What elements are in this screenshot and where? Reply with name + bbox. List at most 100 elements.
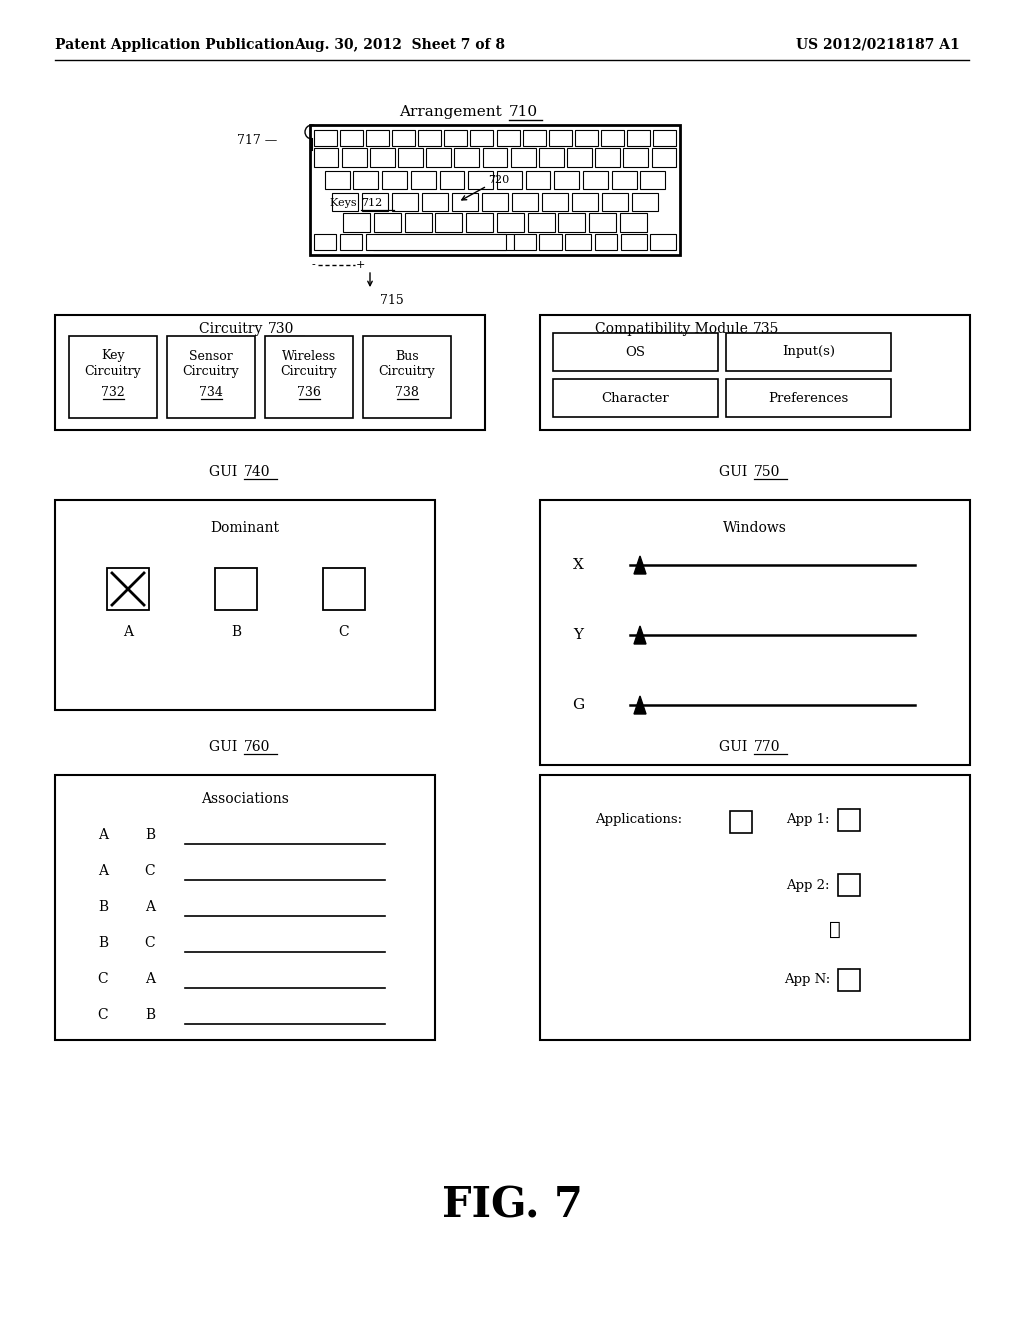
Polygon shape	[634, 626, 646, 644]
Text: GUI: GUI	[209, 741, 242, 754]
Polygon shape	[634, 556, 646, 574]
Text: 738: 738	[395, 385, 419, 399]
Bar	[527, 214, 555, 231]
Text: B: B	[145, 828, 155, 842]
Bar	[313, 148, 339, 166]
Bar	[589, 214, 616, 231]
Bar	[838, 874, 860, 896]
Bar	[583, 170, 608, 189]
Text: G: G	[571, 698, 584, 711]
Text: 740: 740	[244, 465, 270, 479]
Text: 715: 715	[380, 293, 403, 306]
Bar	[549, 131, 571, 145]
Text: Input(s): Input(s)	[782, 346, 835, 359]
Bar	[398, 148, 423, 166]
Text: 736: 736	[297, 385, 321, 399]
Bar	[602, 193, 628, 211]
Bar	[650, 234, 676, 249]
Text: Dominant: Dominant	[211, 521, 280, 535]
Text: B: B	[145, 1008, 155, 1022]
Bar	[730, 810, 752, 833]
Text: B: B	[98, 936, 109, 950]
Text: 735: 735	[753, 322, 779, 337]
Text: A: A	[123, 624, 133, 639]
Text: Wireless: Wireless	[282, 350, 336, 363]
Bar	[439, 170, 464, 189]
Bar	[497, 214, 524, 231]
Bar	[215, 568, 257, 610]
Bar	[106, 568, 150, 610]
Bar	[55, 500, 435, 710]
Text: Keys: Keys	[330, 198, 360, 209]
Bar	[525, 170, 551, 189]
Bar	[540, 315, 970, 430]
Bar	[353, 170, 378, 189]
Bar	[482, 193, 508, 211]
Text: C: C	[144, 936, 156, 950]
Text: Key: Key	[101, 350, 125, 363]
Polygon shape	[634, 696, 646, 714]
Bar	[452, 193, 478, 211]
Bar	[632, 193, 657, 211]
Text: -: -	[312, 260, 319, 271]
Bar	[565, 234, 591, 249]
Text: OS: OS	[626, 346, 645, 359]
Text: 770: 770	[754, 741, 780, 754]
Bar	[624, 148, 648, 166]
Text: Circuitry: Circuitry	[85, 366, 141, 379]
Bar	[838, 809, 860, 832]
Bar	[325, 170, 349, 189]
Bar	[470, 131, 494, 145]
Text: Sensor: Sensor	[189, 350, 232, 363]
Text: Arrangement: Arrangement	[399, 106, 507, 119]
Bar	[340, 234, 361, 249]
Text: 712: 712	[361, 198, 382, 209]
Text: 750: 750	[754, 465, 780, 479]
Text: Circuitry: Circuitry	[281, 366, 337, 379]
Text: Aug. 30, 2012  Sheet 7 of 8: Aug. 30, 2012 Sheet 7 of 8	[295, 38, 506, 51]
Bar	[373, 234, 513, 249]
Text: Preferences: Preferences	[768, 392, 849, 404]
Bar	[332, 193, 358, 211]
Bar	[323, 568, 365, 610]
Text: B: B	[231, 624, 241, 639]
Text: App N:: App N:	[783, 974, 830, 986]
Bar	[554, 170, 580, 189]
Bar	[540, 234, 561, 249]
Bar	[374, 214, 401, 231]
Bar	[362, 193, 388, 211]
Bar	[838, 969, 860, 991]
Bar	[392, 131, 415, 145]
Bar	[313, 234, 336, 249]
Text: Applications:: Applications:	[595, 813, 682, 826]
Text: App 2:: App 2:	[786, 879, 830, 891]
Bar	[468, 170, 493, 189]
Bar	[595, 148, 620, 166]
Bar	[435, 214, 463, 231]
Bar	[621, 234, 647, 249]
Bar	[640, 170, 666, 189]
Bar	[651, 148, 676, 166]
Bar	[512, 193, 538, 211]
Bar	[362, 337, 451, 418]
Text: GUI: GUI	[209, 465, 242, 479]
Bar	[539, 148, 563, 166]
Text: C: C	[97, 972, 109, 986]
Text: Circuitry: Circuitry	[200, 322, 267, 337]
Bar	[411, 170, 435, 189]
Text: FIG. 7: FIG. 7	[441, 1184, 583, 1226]
Bar	[366, 234, 506, 249]
Bar	[601, 131, 624, 145]
Bar	[455, 148, 479, 166]
Text: 730: 730	[268, 322, 294, 337]
Bar	[611, 170, 637, 189]
Text: Circuitry: Circuitry	[182, 366, 240, 379]
Bar	[553, 379, 718, 417]
Bar	[313, 131, 337, 145]
Text: Bus: Bus	[395, 350, 419, 363]
Text: X: X	[572, 558, 584, 572]
Bar	[497, 131, 519, 145]
Bar	[628, 131, 650, 145]
Bar	[310, 125, 680, 255]
Bar	[370, 148, 395, 166]
